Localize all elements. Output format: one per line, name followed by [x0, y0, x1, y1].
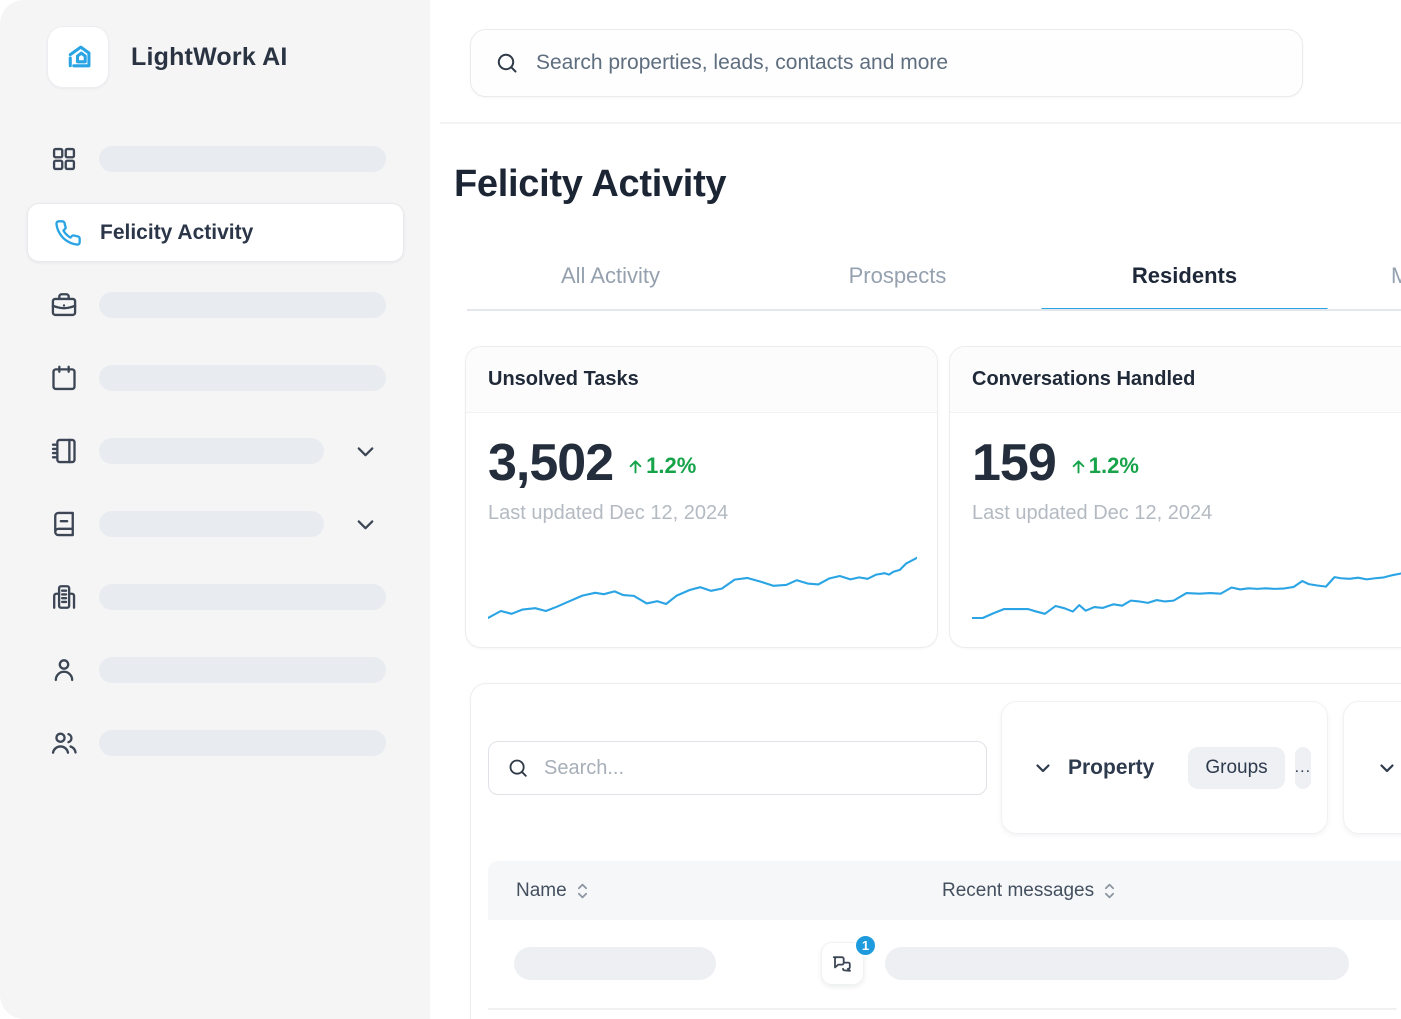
sparkline-chart: [488, 541, 917, 625]
sidebar: LightWork AI Felicity Activity: [0, 0, 430, 1019]
brand-name: LightWork AI: [131, 42, 288, 71]
unread-count-badge: 1: [854, 934, 877, 957]
row-divider: [488, 1008, 1401, 1010]
sidebar-item-fax[interactable]: [0, 582, 430, 612]
stat-value: 159: [972, 434, 1057, 492]
sidebar-item-calendar[interactable]: [0, 363, 430, 393]
sidebar-item-felicity-activity[interactable]: Felicity Activity: [27, 203, 404, 262]
table-header: Name Recent messages: [488, 861, 1401, 920]
brand-logo[interactable]: [47, 26, 109, 88]
stat-delta: 1.2%: [1069, 453, 1139, 479]
sort-icon: [1105, 883, 1115, 898]
sort-icon: [577, 883, 587, 898]
main-content: Felicity Activity All Activity Prospects…: [430, 0, 1401, 1019]
stat-delta: 1.2%: [626, 453, 696, 479]
groups-button[interactable]: Groups: [1188, 746, 1285, 789]
sidebar-item-label: Felicity Activity: [100, 220, 254, 244]
property-filter[interactable]: Property Groups ...: [1001, 701, 1328, 834]
stat-card-title: Unsolved Tasks: [466, 347, 937, 413]
tab-residents[interactable]: Residents: [1041, 243, 1328, 309]
book-icon: [54, 511, 74, 537]
stat-card-unsolved-tasks: Unsolved Tasks 3,502 1.2% Last updated D…: [465, 346, 938, 648]
briefcase-icon: [51, 293, 77, 317]
sidebar-item-notebook[interactable]: [0, 436, 430, 466]
sidebar-item-dashboard[interactable]: [0, 144, 430, 174]
tab-all-activity[interactable]: All Activity: [560, 263, 661, 288]
user-icon: [54, 659, 74, 682]
search-icon: [509, 759, 527, 777]
chevron-down-icon[interactable]: [352, 511, 379, 538]
skeleton-bar: [99, 365, 386, 391]
residents-list-panel: Property Groups ... Name Recent messages: [470, 683, 1401, 1019]
fax-icon: [53, 585, 76, 609]
skeleton-bar: [99, 511, 324, 537]
users-icon: [51, 732, 77, 754]
search-icon: [497, 53, 517, 73]
chevron-down-icon[interactable]: [352, 438, 379, 465]
skeleton-bar: [99, 657, 386, 683]
column-header-name[interactable]: Name: [488, 880, 942, 902]
trend-up-icon: [629, 459, 642, 473]
chevron-down-icon: [1380, 763, 1394, 772]
house-icon: [68, 45, 91, 68]
sidebar-item-book[interactable]: [0, 509, 430, 539]
global-search-input[interactable]: [536, 51, 1278, 75]
more-options-button[interactable]: ...: [1294, 746, 1312, 789]
stat-card-title: Conversations Handled: [950, 347, 1401, 413]
notebook-icon: [51, 438, 76, 464]
trend-up-icon: [1072, 459, 1085, 473]
header-divider: [440, 122, 1401, 124]
skeleton-bar: [99, 146, 386, 172]
stat-updated: Last updated Dec 12, 2024: [488, 502, 729, 524]
sidebar-item-briefcase[interactable]: [0, 290, 430, 320]
dashboard-grid-icon: [52, 147, 76, 171]
skeleton-bar: [99, 730, 386, 756]
stat-updated: Last updated Dec 12, 2024: [972, 502, 1213, 524]
skeleton-bar: [99, 584, 386, 610]
sidebar-item-user[interactable]: [0, 655, 430, 685]
table-row[interactable]: 1: [488, 920, 1401, 1008]
tab-prospects[interactable]: Prospects: [848, 263, 947, 288]
stat-value: 3,502: [488, 434, 614, 492]
property-filter-label: Property: [1068, 755, 1155, 779]
page-title: Felicity Activity: [454, 163, 727, 205]
panel-search-input[interactable]: [544, 756, 968, 780]
chevron-down-icon: [1036, 763, 1050, 772]
skeleton-bar: [514, 947, 716, 980]
messages-button[interactable]: 1: [821, 934, 877, 985]
column-header-recent-messages[interactable]: Recent messages: [942, 880, 1401, 902]
tab-clipped[interactable]: M: [1328, 243, 1401, 309]
skeleton-bar: [99, 292, 386, 318]
stat-card-conversations-handled: Conversations Handled 159 1.2% Last upda…: [949, 346, 1401, 648]
sidebar-item-users[interactable]: [0, 728, 430, 758]
skeleton-bar: [885, 947, 1349, 980]
panel-search[interactable]: [488, 741, 987, 795]
extra-filter[interactable]: [1343, 701, 1401, 834]
global-search[interactable]: [470, 29, 1303, 97]
sparkline-chart: [972, 541, 1401, 625]
calendar-icon: [52, 365, 76, 391]
phone-icon: [55, 219, 81, 246]
tab-bar: All Activity Prospects Residents M: [467, 243, 1401, 311]
skeleton-bar: [99, 438, 324, 464]
chat-bubbles-icon: [832, 955, 851, 972]
